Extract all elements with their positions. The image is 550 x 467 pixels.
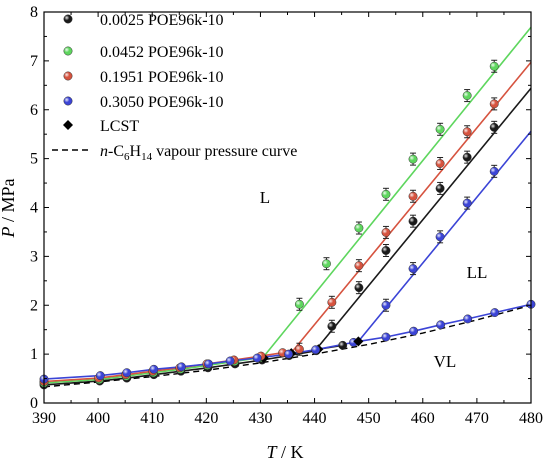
x-tick-label-480: 480	[519, 410, 543, 427]
region-label-ll: LL	[467, 263, 488, 282]
legend: 0.0025 POE96k-10 0.0452 POE96k-10 0.1951…	[52, 12, 297, 163]
y-tick-label-4: 4	[30, 200, 38, 217]
series-3-ll-point-1-shine	[295, 345, 304, 354]
x-tick-label-450: 450	[357, 410, 381, 427]
legend-marker-series-2-shine	[63, 46, 73, 56]
series-4-ll-point-4-shine	[462, 198, 472, 208]
series-4-ll-point-2-shine	[408, 264, 418, 273]
y-axis-title: P / MPa	[0, 178, 18, 238]
series-4-vl-point-3-shine	[122, 368, 131, 377]
series-2-ll-point-2-shine	[322, 259, 331, 268]
series-3-ll-point-4-shine	[381, 228, 391, 237]
series-1-ll-point-3-shine	[381, 246, 391, 255]
x-tick-label-440: 440	[303, 410, 327, 427]
series-3-ll-point-3-shine	[354, 261, 364, 270]
series-3-ll-point-5-shine	[408, 192, 418, 201]
series-3-ll-point-8-shine	[490, 99, 499, 109]
legend-label-series-1: 0.0025 POE96k-10	[100, 12, 224, 29]
region-label-vl: VL	[434, 352, 457, 371]
series-4-vl-point-13-shine	[409, 326, 418, 336]
y-tick-label-5: 5	[30, 151, 38, 168]
legend-item-series-3: 0.1951 POE96k-10	[63, 69, 224, 86]
x-tick-label-410: 410	[140, 410, 164, 427]
series-1-ll-point-4-shine	[408, 216, 418, 226]
series-3-ll-point-6-shine	[435, 159, 445, 168]
lcst-marker-4	[353, 336, 364, 347]
series-2-ll-point-1-shine	[295, 300, 304, 309]
series-2-ll-line	[263, 26, 532, 358]
vapour-pressure-curve	[43, 304, 532, 388]
series-1-ll-point-7-shine	[490, 123, 499, 132]
legend-marker-lcst	[63, 120, 73, 130]
series-1-ll-point-5-shine	[435, 184, 445, 193]
legend-marker-series-1-shine	[63, 14, 73, 24]
y-tick-label-8: 8	[30, 4, 38, 21]
series-3-ll-point-7-shine	[462, 127, 472, 136]
series-4-ll-point-1-shine	[381, 301, 391, 310]
legend-item-series-4: 0.3050 POE96k-10	[63, 94, 224, 111]
legend-marker-series-3-shine	[63, 71, 73, 81]
series-4-vl-line	[43, 303, 532, 380]
series-4-vl-point-12-shine	[381, 332, 391, 342]
series-1-vl-point-11-shine	[338, 341, 347, 350]
series-4-vl-point-4-shine	[149, 365, 159, 374]
legend-label-vapour-curve: n-C6H14 vapour pressure curve	[100, 143, 297, 163]
series-4-ll-point-3-shine	[435, 232, 445, 242]
series-1-ll-line	[317, 87, 532, 348]
axes: 390 400 410 420 430 440 450 460 470 480 0 1 2 3 4 5 6 7 8	[30, 4, 543, 427]
series-1-ll-point-1-shine	[327, 322, 337, 331]
y-tick-label-7: 7	[30, 53, 38, 70]
series-3-ll-point-2-shine	[327, 298, 337, 307]
y-tick-label-3: 3	[30, 248, 38, 265]
series-2-ll-point-5-shine	[408, 154, 418, 164]
x-tick-label-470: 470	[465, 410, 489, 427]
legend-label-series-2: 0.0452 POE96k-10	[100, 44, 224, 61]
series-4-vl-point-2-shine	[96, 371, 105, 380]
series-4-vl-point-14-shine	[436, 320, 445, 329]
series-4-ll-point-5-shine	[490, 167, 499, 176]
series-2-ll-point-4-shine	[381, 190, 391, 199]
series-4-vl-point-16-shine	[490, 308, 499, 317]
series-4-vl-point-15-shine	[463, 314, 472, 324]
legend-item-lcst: LCST	[63, 118, 139, 135]
legend-label-series-4: 0.3050 POE96k-10	[100, 94, 224, 111]
legend-marker-series-4-shine	[63, 96, 73, 106]
series-4-vl-point-8-shine	[252, 353, 262, 363]
series-1-ll-point-6-shine	[462, 152, 472, 162]
series-4-vl-point-6-shine	[204, 359, 213, 369]
y-tick-label-2: 2	[30, 297, 38, 314]
x-tick-label-420: 420	[194, 410, 218, 427]
series-1-ll-point-2-shine	[354, 283, 364, 292]
x-tick-label-400: 400	[86, 410, 110, 427]
series-4-vl-point-5-shine	[177, 362, 186, 372]
y-tick-label-1: 1	[30, 346, 38, 363]
x-tick-label-430: 430	[248, 410, 272, 427]
legend-item-series-2: 0.0452 POE96k-10	[63, 44, 224, 61]
legend-label-series-3: 0.1951 POE96k-10	[100, 69, 224, 86]
plot-area	[39, 26, 536, 390]
legend-label-lcst: LCST	[100, 118, 139, 135]
series-2-ll-point-3-shine	[354, 223, 364, 233]
series-4-vl-point-10-shine	[311, 345, 320, 354]
series-4-vl-point-9-shine	[284, 349, 293, 359]
x-axis-title: T / K	[266, 442, 303, 462]
x-tick-label-460: 460	[411, 410, 435, 427]
y-tick-label-0: 0	[30, 395, 38, 412]
x-tick-label-390: 390	[32, 410, 56, 427]
y-tick-label-6: 6	[30, 102, 38, 119]
series-2-ll-point-7-shine	[462, 91, 472, 100]
legend-item-series-1: 0.0025 POE96k-10	[63, 12, 224, 29]
region-label-l: L	[260, 188, 270, 207]
series-2-ll-point-6-shine	[435, 125, 445, 134]
series-4-vl-point-7-shine	[225, 356, 235, 366]
legend-item-vapour-curve: n-C6H14 vapour pressure curve	[52, 143, 297, 163]
series-2-ll-point-8-shine	[490, 62, 499, 71]
